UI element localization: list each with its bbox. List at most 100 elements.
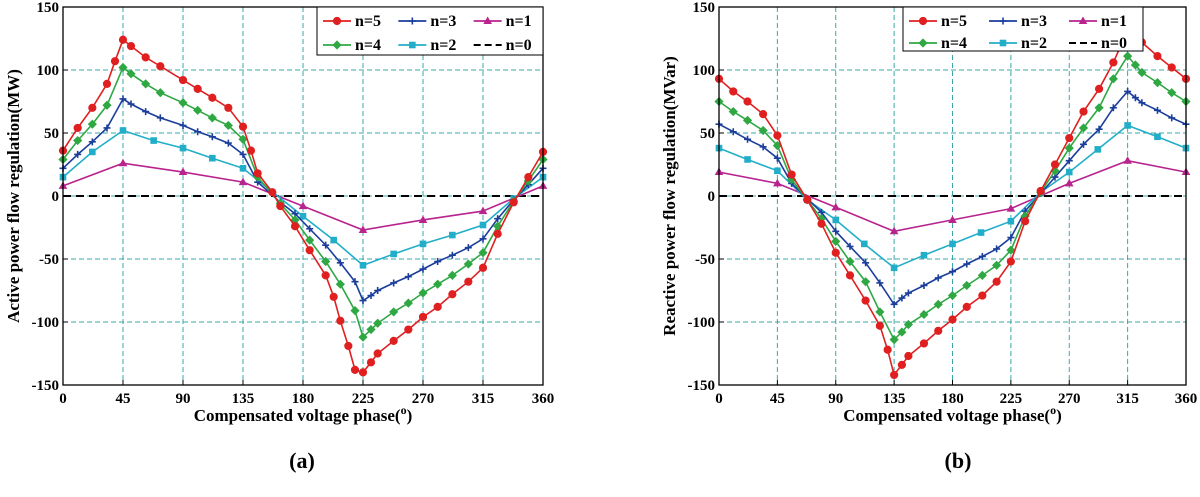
x-tick-label: 270 [412, 391, 435, 407]
data-point-n5 [1021, 217, 1030, 226]
legend-marker-n4 [332, 40, 342, 50]
data-point-n5 [373, 349, 382, 358]
data-point-n4 [193, 105, 203, 115]
data-point-n1 [889, 226, 899, 235]
data-point-n4 [933, 299, 943, 309]
x-tick-label: 360 [532, 391, 555, 407]
legend-label-n1: n=1 [506, 13, 532, 30]
data-point-n2 [977, 229, 985, 236]
data-point-n5 [831, 248, 840, 257]
data-point-n4 [478, 248, 488, 258]
data-point-n5 [290, 222, 300, 231]
data-point-n5 [773, 131, 782, 140]
chart-panel-b: 0 45 90 135 180 225 270 315 360 -150 -100 -50 0 50 100… [660, 0, 1197, 473]
legend: n=5 n=3 n=1 n=4 n=2 n=0 [902, 6, 1144, 52]
data-point-n4 [903, 319, 913, 330]
data-point-n2 [209, 154, 216, 162]
data-point-n3 [744, 135, 752, 143]
data-point-n5 [890, 370, 899, 380]
data-point-n3 [993, 245, 1001, 253]
legend-label-n3: n=3 [430, 13, 456, 30]
data-point-n4 [919, 309, 929, 320]
legend-label-n0: n=0 [506, 37, 532, 54]
data-point-n5 [1065, 133, 1074, 143]
y-tick-label: -150 [688, 378, 716, 394]
y-tick-label: 50 [700, 126, 715, 142]
data-point-n1 [948, 215, 957, 223]
x-tick-label: 0 [715, 391, 723, 407]
data-point-n4 [389, 307, 399, 317]
data-point-n5 [178, 75, 188, 85]
data-point-n4 [845, 256, 855, 267]
data-point-n5 [321, 271, 330, 280]
x-tick-label: 180 [941, 391, 964, 407]
x-tick-label: 180 [292, 391, 315, 407]
data-point-n2 [1094, 146, 1102, 153]
data-point-n5 [883, 345, 892, 354]
data-point-n4 [433, 279, 443, 289]
data-point-n4 [1130, 60, 1141, 70]
data-point-n5 [358, 368, 368, 377]
data-point-n5 [389, 336, 398, 345]
series-line-n2 [62, 129, 544, 267]
data-point-n3 [1124, 87, 1132, 95]
legend-box [902, 6, 1144, 52]
data-point-n3 [1153, 106, 1161, 114]
data-point-n5 [1109, 58, 1118, 67]
data-point-n3 [479, 235, 487, 243]
legend-label-n4: n=4 [941, 35, 967, 52]
data-point-n3 [773, 154, 781, 162]
data-point-n3 [1065, 157, 1073, 165]
data-point-n5 [253, 169, 262, 178]
legend-marker-n3 [999, 17, 1007, 25]
data-point-n3 [142, 108, 150, 116]
data-point-n4 [366, 324, 376, 335]
y-tick-label: 100 [37, 63, 60, 79]
data-point-n1 [773, 178, 782, 187]
data-point-n4 [1152, 78, 1163, 88]
data-point-n4 [1167, 88, 1177, 98]
data-point-n4 [207, 113, 217, 123]
data-point-n3 [224, 139, 232, 147]
data-point-n3 [1131, 94, 1139, 102]
y-tick-label: 150 [693, 0, 716, 16]
data-point-n5 [246, 146, 256, 155]
data-point-n4 [742, 115, 753, 125]
panel-label: (b) [945, 448, 972, 473]
data-point-n5 [962, 302, 971, 311]
data-point-n4 [758, 125, 768, 136]
data-point-n2 [419, 240, 427, 248]
data-point-n1 [238, 177, 248, 186]
data-point-n1 [1064, 178, 1074, 187]
y-tick-label: 0 [708, 189, 716, 205]
data-point-n5 [276, 201, 285, 211]
data-point-n3 [1095, 125, 1103, 133]
data-point-n4 [403, 298, 413, 308]
data-point-n5 [268, 188, 277, 197]
x-tick-label: 45 [770, 391, 785, 407]
data-point-n4 [860, 277, 871, 287]
data-point-n3 [729, 128, 737, 136]
data-point-n4 [1006, 245, 1016, 255]
data-point-n3 [464, 244, 472, 252]
data-point-n5 [803, 195, 812, 204]
data-point-n4 [1137, 67, 1147, 78]
data-point-n3 [448, 251, 456, 259]
data-point-n5 [493, 229, 502, 238]
data-point-n2 [1065, 168, 1073, 176]
data-point-n5 [208, 93, 217, 102]
data-point-n4 [358, 332, 368, 342]
data-point-n2 [89, 148, 96, 156]
data-point-n1 [418, 215, 428, 223]
y-tick-label: -50 [39, 252, 59, 268]
data-point-n4 [335, 279, 345, 289]
data-point-n5 [817, 219, 826, 228]
data-point-n4 [1108, 74, 1118, 84]
data-point-n3 [1080, 140, 1088, 148]
x-tick-label: 360 [1175, 391, 1198, 407]
data-point-n4 [1123, 51, 1133, 61]
data-point-n2 [860, 240, 868, 248]
data-point-n5 [418, 312, 428, 322]
data-point-n4 [305, 235, 315, 245]
